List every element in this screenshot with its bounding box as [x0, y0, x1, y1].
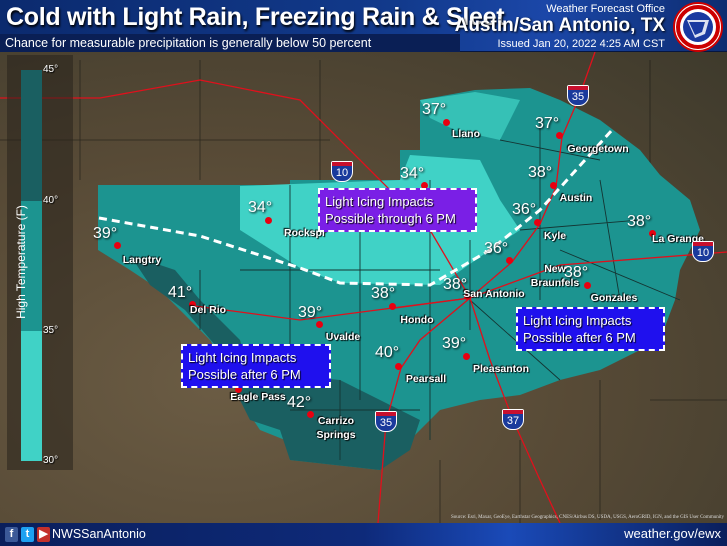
- temperature-label: 42°: [287, 394, 312, 411]
- temperature-legend: 45° 40° 35° 30° High Temperature (F): [7, 55, 73, 470]
- city-marker-icon: [584, 282, 591, 289]
- callout-line: Possible after 6 PM: [523, 330, 636, 345]
- facebook-icon[interactable]: f: [5, 527, 18, 542]
- interstate-35-shield-icon: 35: [375, 411, 397, 432]
- temperature-label: 40°: [375, 344, 400, 361]
- temperature-label: 39°: [442, 335, 467, 352]
- city-marker-icon: [464, 293, 471, 300]
- region-30-35: [420, 92, 520, 140]
- city-marker-icon: [389, 303, 396, 310]
- map-source-credit: Source: Esri, Maxar, GeoEye, Earthstar G…: [451, 515, 724, 520]
- office-name: Austin/San Antonio, TX: [454, 15, 665, 36]
- city-name: Carrizo Springs: [316, 415, 356, 441]
- city-name: La Grange: [652, 233, 704, 245]
- city-name: Del Rio: [189, 304, 227, 316]
- city-name: Eagle Pass: [230, 391, 286, 403]
- region-40-45: [130, 255, 420, 470]
- nws-logo: [673, 2, 723, 52]
- city-name: Gonzales: [590, 292, 638, 304]
- city-marker-icon: [534, 219, 541, 226]
- subtitle-band: [0, 34, 460, 52]
- city-name: Georgetown: [567, 143, 629, 155]
- city-marker-icon: [649, 230, 656, 237]
- city-marker-icon: [189, 301, 196, 308]
- city-marker-icon: [395, 363, 402, 370]
- temperature-label: 37°: [422, 101, 447, 118]
- city-name: Hondo: [400, 314, 434, 326]
- city-marker-icon: [235, 386, 242, 393]
- temperature-label: 38°: [443, 276, 468, 293]
- city-name: Kyle: [543, 230, 567, 242]
- city-marker-icon: [265, 217, 272, 224]
- temperature-label: 34°: [400, 165, 425, 182]
- youtube-icon[interactable]: ▶: [37, 527, 50, 542]
- footer-bar: f t ▶ NWSSanAntonio weather.gov/ewx: [0, 523, 727, 546]
- temperature-label: 38°: [371, 285, 396, 302]
- city-marker-icon: [506, 257, 513, 264]
- interstate-35-shield-icon: 35: [567, 85, 589, 106]
- icing-boundary-line: [98, 128, 614, 287]
- legend-tick: 35°: [43, 325, 59, 336]
- temperature-label: 41°: [168, 284, 193, 301]
- city-marker-icon: [556, 132, 563, 139]
- temperature-label: 38°: [564, 264, 589, 281]
- city-marker-icon: [316, 321, 323, 328]
- legend-swatch-30-35: [21, 331, 42, 461]
- office-info: Weather Forecast Office Austin/San Anton…: [455, 3, 665, 50]
- subtitle: Chance for measurable precipitation is g…: [5, 36, 372, 50]
- callout-line: Light Icing Impacts: [325, 194, 434, 209]
- temperature-label: 39°: [298, 304, 323, 321]
- city-name: Uvalde: [325, 331, 361, 343]
- city-marker-icon: [421, 182, 428, 189]
- callout-line: Possible through 6 PM: [325, 211, 456, 226]
- page-title: Cold with Light Rain, Freezing Rain & Sl…: [6, 3, 505, 31]
- city-marker-icon: [307, 411, 314, 418]
- temperature-label: 36°: [484, 240, 509, 257]
- office-label: Weather Forecast Office: [546, 3, 665, 15]
- issued-time: Issued Jan 20, 2022 4:25 AM CST: [497, 38, 665, 50]
- city-name: Pleasanton: [472, 363, 530, 375]
- forecast-map: 45° 40° 35° 30° High Temperature (F) 37°…: [0, 52, 727, 523]
- social-handle[interactable]: NWSSanAntonio: [52, 527, 146, 541]
- temperature-label: 37°: [535, 115, 560, 132]
- temperature-label: 39°: [93, 225, 118, 242]
- callout-line: Light Icing Impacts: [523, 313, 632, 328]
- temperature-label: 36°: [512, 201, 537, 218]
- icing-callout-after-6pm-east: Light Icing Impacts Possible after 6 PM: [516, 307, 665, 351]
- legend-swatch-40-45: [21, 70, 42, 201]
- city-marker-icon: [463, 353, 470, 360]
- city-name: Langtry: [122, 254, 162, 266]
- city-marker-icon: [114, 242, 121, 249]
- interstate-10-shield-icon: 10: [692, 241, 714, 262]
- interstate-10-shield-icon: 10: [331, 161, 353, 182]
- temperature-label: 34°: [248, 199, 273, 216]
- twitter-icon[interactable]: t: [21, 527, 34, 542]
- icing-callout-after-6pm-west: Light Icing Impacts Possible after 6 PM: [181, 344, 331, 388]
- website-link[interactable]: weather.gov/ewx: [624, 526, 721, 541]
- legend-tick: 45°: [43, 64, 59, 75]
- interstate-37-shield-icon: 37: [502, 409, 524, 430]
- legend-tick: 40°: [43, 195, 59, 206]
- legend-title: High Temperature (F): [14, 205, 28, 319]
- city-name: Pearsall: [405, 373, 447, 385]
- city-name: Llano: [452, 128, 480, 140]
- city-name: New Braunfels: [530, 263, 580, 289]
- callout-line: Light Icing Impacts: [188, 350, 297, 365]
- city-name: Austin: [559, 192, 593, 204]
- legend-swatch-35-40: [21, 201, 42, 331]
- legend-tick: 30°: [43, 455, 59, 466]
- social-icons: f t ▶: [5, 527, 50, 542]
- header-banner: Cold with Light Rain, Freezing Rain & Sl…: [0, 0, 727, 52]
- city-name: San Antonio: [463, 288, 525, 300]
- temperature-label: 38°: [528, 164, 553, 181]
- icing-callout-through-6pm: Light Icing Impacts Possible through 6 P…: [318, 188, 477, 232]
- temperature-label: 38°: [627, 213, 652, 230]
- city-marker-icon: [443, 119, 450, 126]
- city-marker-icon: [550, 182, 557, 189]
- callout-line: Possible after 6 PM: [188, 367, 301, 382]
- map-regions: [0, 52, 727, 523]
- city-name: Rockspr: [283, 227, 327, 239]
